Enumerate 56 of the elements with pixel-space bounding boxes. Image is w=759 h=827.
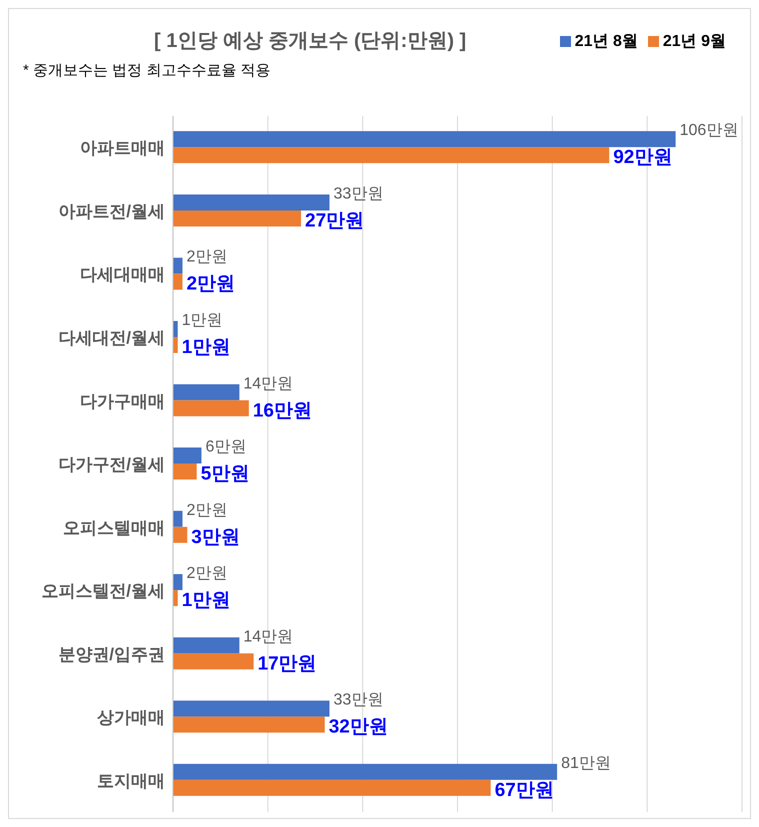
- y-tick-label: 다가구전/월세: [58, 455, 165, 474]
- data-label: 81만원: [561, 754, 611, 772]
- bar: [173, 400, 249, 416]
- bar: [173, 258, 182, 274]
- chart-title: [ 1인당 예상 중개보수 (단위:만원) ]: [154, 29, 466, 54]
- data-label: 14만원: [243, 628, 294, 646]
- data-label: 27만원: [305, 210, 364, 232]
- bar: [173, 780, 491, 796]
- data-label: 3만원: [191, 526, 240, 548]
- data-label: 2만원: [186, 248, 228, 266]
- data-label: 106만원: [680, 122, 738, 140]
- data-label: 1만원: [182, 337, 230, 358]
- y-tick-label: 아파트매매: [80, 138, 165, 158]
- bar: [173, 131, 676, 148]
- data-label: 17만원: [258, 653, 317, 674]
- bar: [173, 448, 202, 464]
- bar: [173, 764, 558, 780]
- bar: [173, 637, 240, 654]
- bar: [173, 653, 254, 670]
- text: * 중개보수는 법정 최고수수료율 적용: [23, 61, 271, 80]
- data-label: 16만원: [252, 400, 312, 422]
- y-tick-label: 분양권/입주권: [58, 644, 165, 664]
- bar: [173, 700, 330, 717]
- legend-label: 21년 9월: [662, 33, 726, 50]
- data-label: 32만원: [328, 716, 388, 738]
- data-label: 1만원: [182, 312, 223, 330]
- data-label: 1만원: [182, 590, 230, 612]
- data-label: 33만원: [333, 692, 384, 709]
- y-tick-label: 아파트전/월세: [58, 202, 165, 221]
- data-label: 6만원: [205, 438, 246, 456]
- bar: [173, 384, 240, 400]
- data-label: 67만원: [494, 780, 554, 801]
- bar: [173, 464, 197, 480]
- y-tick-label: 다가구매매: [80, 392, 165, 411]
- data-label: 2만원: [186, 565, 228, 582]
- y-tick-label: 다세대전/월세: [58, 328, 165, 348]
- bar: [173, 194, 330, 210]
- data-label: 14만원: [243, 375, 294, 392]
- bar: [173, 510, 182, 527]
- y-tick-label: 오피스텔전/월세: [41, 582, 165, 601]
- y-tick-label: 다세대매매: [80, 265, 165, 284]
- bar: [173, 574, 182, 590]
- data-label: 33만원: [333, 185, 384, 202]
- y-tick-label: 상가매매: [97, 708, 165, 728]
- y-tick-label: 토지매매: [97, 771, 165, 790]
- bar: [173, 147, 610, 164]
- data-label: 2만원: [186, 502, 228, 519]
- legend-label: 21년 8월: [574, 33, 638, 50]
- bar: [173, 716, 325, 733]
- bar: [173, 210, 302, 226]
- bar: [173, 274, 182, 290]
- data-label: 92만원: [613, 147, 672, 168]
- data-label: 2만원: [186, 274, 236, 295]
- y-tick-label: 오피스텔매매: [63, 518, 165, 538]
- data-label: 5만원: [200, 464, 250, 485]
- bar: [173, 526, 188, 543]
